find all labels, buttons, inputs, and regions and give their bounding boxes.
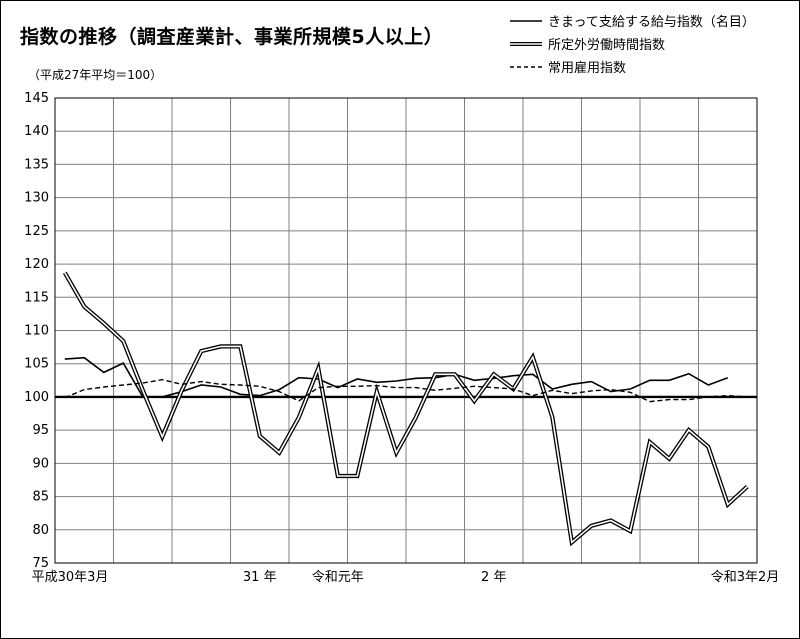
legend-swatch-double: [510, 42, 542, 46]
plot-border: [54, 97, 758, 564]
x-tick-label: 令和元年: [312, 570, 364, 585]
series-line-employment: [64, 378, 748, 403]
legend-label-wage: きまって支給する給与指数（名目）: [548, 15, 755, 30]
y-tick-label: 95: [32, 423, 49, 438]
y-tick-label: 90: [32, 456, 49, 471]
y-tick-label: 130: [24, 191, 49, 206]
y-tick-label: 100: [24, 390, 49, 405]
legend-item-overtime: 所定外労働時間指数: [510, 33, 795, 56]
y-tick-label: 85: [32, 490, 49, 505]
legend-swatch-dashed: [510, 66, 542, 68]
y-tick-label: 140: [24, 124, 49, 139]
y-tick-label: 125: [24, 224, 49, 239]
y-tick-label: 135: [24, 157, 49, 172]
x-tick-label: 2 年: [481, 570, 506, 585]
y-tick-label: 115: [24, 290, 49, 305]
legend-label-overtime: 所定外労働時間指数: [548, 38, 666, 53]
legend: きまって支給する給与指数（名目） 所定外労働時間指数 常用雇用指数: [510, 10, 795, 79]
series-line-wage: [64, 356, 729, 398]
legend-item-wage: きまって支給する給与指数（名目）: [510, 10, 795, 33]
x-tick-label: 31 年: [243, 570, 277, 585]
y-tick-label: 75: [32, 556, 49, 571]
gridlines: [55, 97, 757, 564]
legend-swatch-solid: [510, 20, 542, 22]
legend-label-employment: 常用雇用指数: [548, 61, 627, 76]
y-tick-label: 80: [32, 523, 49, 538]
chart-subtitle: （平成27年平均＝100）: [28, 68, 163, 82]
x-tick-label: 平成30年3月: [32, 570, 109, 585]
chart-title: 指数の推移（調査産業計、事業所規模5人以上）: [20, 26, 444, 48]
legend-item-employment: 常用雇用指数: [510, 56, 795, 79]
y-tick-label: 110: [24, 324, 49, 339]
y-tick-label: 120: [24, 257, 49, 272]
series-line-overtime-inner: [64, 272, 748, 544]
y-tick-label: 145: [24, 91, 49, 106]
x-tick-label: 令和3年2月: [711, 570, 780, 585]
y-tick-label: 105: [24, 357, 49, 372]
